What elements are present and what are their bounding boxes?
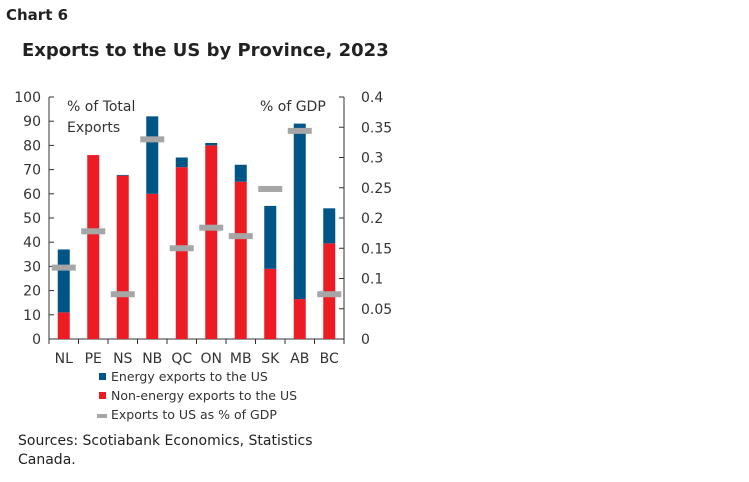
- gdp-marker: [81, 228, 106, 235]
- bar-energy-exports-to-the-us: [175, 157, 188, 168]
- left-tick-label: 50: [23, 211, 41, 227]
- legend-swatch: [99, 373, 106, 380]
- legend-label: Non-energy exports to the US: [111, 388, 297, 403]
- bar-non-energy-exports-to-the-us: [264, 268, 277, 339]
- x-tick-label: NB: [142, 351, 162, 367]
- chart-svg: 0 10 20 30 40 50 60 70 80 90 100 0 0.05 0.1 0.15 0.2 0.2…: [14, 90, 392, 422]
- gdp-marker: [228, 233, 253, 240]
- bar-energy-exports-to-the-us: [205, 142, 218, 146]
- bar-non-energy-exports-to-the-us: [293, 299, 306, 339]
- left-tick-label: 70: [23, 163, 41, 179]
- bar-non-energy-exports-to-the-us: [116, 175, 129, 339]
- gdp-marker: [287, 127, 312, 134]
- gdp-marker: [110, 291, 135, 298]
- left-axis-label: Exports: [67, 120, 120, 136]
- left-tick-label: 40: [23, 235, 41, 251]
- x-tick-label: BC: [320, 351, 339, 367]
- bar-non-energy-exports-to-the-us: [323, 243, 336, 339]
- bar-energy-exports-to-the-us: [234, 164, 247, 182]
- x-tick-label: AB: [290, 351, 309, 367]
- x-tick-label: SK: [261, 351, 280, 367]
- x-tick-label: NL: [55, 351, 73, 367]
- bar-energy-exports-to-the-us: [264, 205, 277, 269]
- bar-non-energy-exports-to-the-us: [205, 145, 218, 339]
- x-tick-label: PE: [85, 351, 102, 367]
- gdp-marker: [258, 185, 283, 192]
- left-tick-label: 0: [32, 332, 41, 348]
- right-tick-label: 0.3: [361, 151, 383, 167]
- right-tick-label: 0.1: [361, 272, 383, 288]
- gdp-marker: [140, 136, 165, 143]
- left-tick-label: 30: [23, 259, 41, 275]
- x-tick-label: NS: [113, 351, 132, 367]
- left-tick-label: 90: [23, 114, 41, 130]
- bar-non-energy-exports-to-the-us: [175, 167, 188, 339]
- left-tick-label: 10: [23, 308, 41, 324]
- right-tick-label: 0.25: [361, 181, 392, 197]
- bar-non-energy-exports-to-the-us: [57, 312, 70, 339]
- bar-non-energy-exports-to-the-us: [234, 181, 247, 339]
- source-note: Sources: Scotiabank Economics, Statistic…: [18, 433, 313, 468]
- chart-title: Exports to the US by Province, 2023: [22, 40, 389, 61]
- x-tick-label: ON: [201, 351, 223, 367]
- bar-energy-exports-to-the-us: [116, 174, 129, 176]
- chart-number: Chart 6: [6, 6, 69, 24]
- left-tick-label: 80: [23, 138, 41, 154]
- left-axis-label: % of Total: [67, 99, 135, 115]
- legend-label: Energy exports to the US: [111, 369, 268, 384]
- bar-energy-exports-to-the-us: [57, 249, 70, 313]
- right-tick-label: 0: [361, 332, 370, 348]
- left-tick-label: 60: [23, 187, 41, 203]
- right-tick-label: 0.05: [361, 302, 392, 318]
- right-tick-label: 0.4: [361, 90, 383, 106]
- bar-energy-exports-to-the-us: [293, 123, 306, 300]
- legend-marker: [97, 414, 107, 418]
- legend-swatch: [99, 392, 106, 399]
- bar-energy-exports-to-the-us: [323, 208, 336, 244]
- gdp-marker: [169, 245, 194, 252]
- bar-non-energy-exports-to-the-us: [87, 155, 100, 339]
- right-tick-label: 0.15: [361, 241, 392, 257]
- left-tick-label: 20: [23, 284, 41, 300]
- right-tick-label: 0.2: [361, 211, 383, 227]
- bar-non-energy-exports-to-the-us: [146, 193, 159, 339]
- gdp-marker: [317, 291, 342, 298]
- gdp-marker: [199, 224, 224, 231]
- right-tick-label: 0.35: [361, 120, 392, 136]
- gdp-marker: [51, 264, 76, 271]
- legend-label: Exports to US as % of GDP: [111, 407, 277, 422]
- left-tick-label: 100: [14, 90, 41, 106]
- x-tick-label: MB: [230, 351, 252, 367]
- right-axis-label: % of GDP: [260, 99, 326, 115]
- bar-energy-exports-to-the-us: [146, 116, 159, 194]
- x-tick-label: QC: [171, 351, 192, 367]
